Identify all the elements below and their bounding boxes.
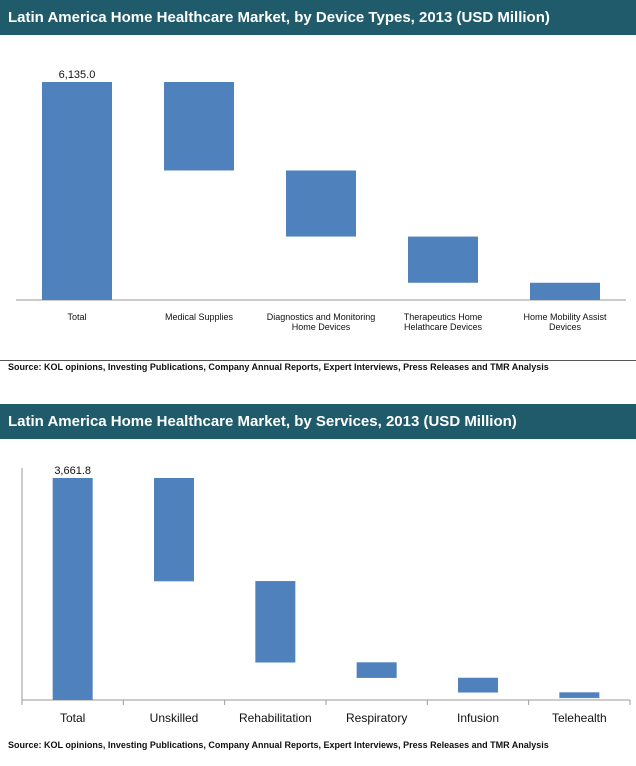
chart-1-title: Latin America Home Healthcare Market, by… [0,0,636,35]
bar-unskilled [154,478,194,582]
chart-1-plot: 6,135.0 Total Medical Supplies Diagnostics … [16,69,626,332]
x-tick-label: Home Mobility Assist Devices [523,312,607,332]
bar-home-mobility-assist-devices [530,282,600,300]
bar-total [42,82,112,300]
bar-infusion [458,677,498,693]
x-tick-label: Total [60,711,85,725]
chart-1-source: Source: KOL opinions, Investing Publicat… [8,362,549,372]
x-tick-label: Diagnostics and Monitoring Home Devices [267,312,376,332]
x-tick-label: Medical Supplies [165,312,234,322]
bar-medical-supplies [164,82,234,171]
bar-rehabilitation [255,581,296,663]
x-tick-label: Rehabilitation [239,711,312,725]
bar-telehealth [559,692,600,698]
chart-2-plot: 3,661.8 Total Unskilled Rehabilitation Respi… [21,465,631,725]
bar-respiratory [356,662,397,678]
chart-1-divider [0,360,636,361]
x-tick-label: Total [67,312,86,322]
x-tick-label: Respiratory [346,711,407,725]
data-label: 3,661.8 [54,465,91,477]
x-tick-label: Unskilled [150,711,199,725]
bar-total [52,478,93,700]
bar-diagnostics-and-monitoring-home-devices [286,170,356,237]
data-label: 6,135.0 [59,69,96,81]
chart-2-source: Source: KOL opinions, Investing Publicat… [8,740,549,750]
x-tick-label: Therapeutics Home Helathcare Devices [404,312,483,332]
bar-therapeutics-home-helathcare-devices [408,236,478,283]
chart-2-title: Latin America Home Healthcare Market, by… [0,404,636,439]
x-tick-label: Infusion [457,711,499,725]
x-tick-label: Telehealth [552,711,607,725]
